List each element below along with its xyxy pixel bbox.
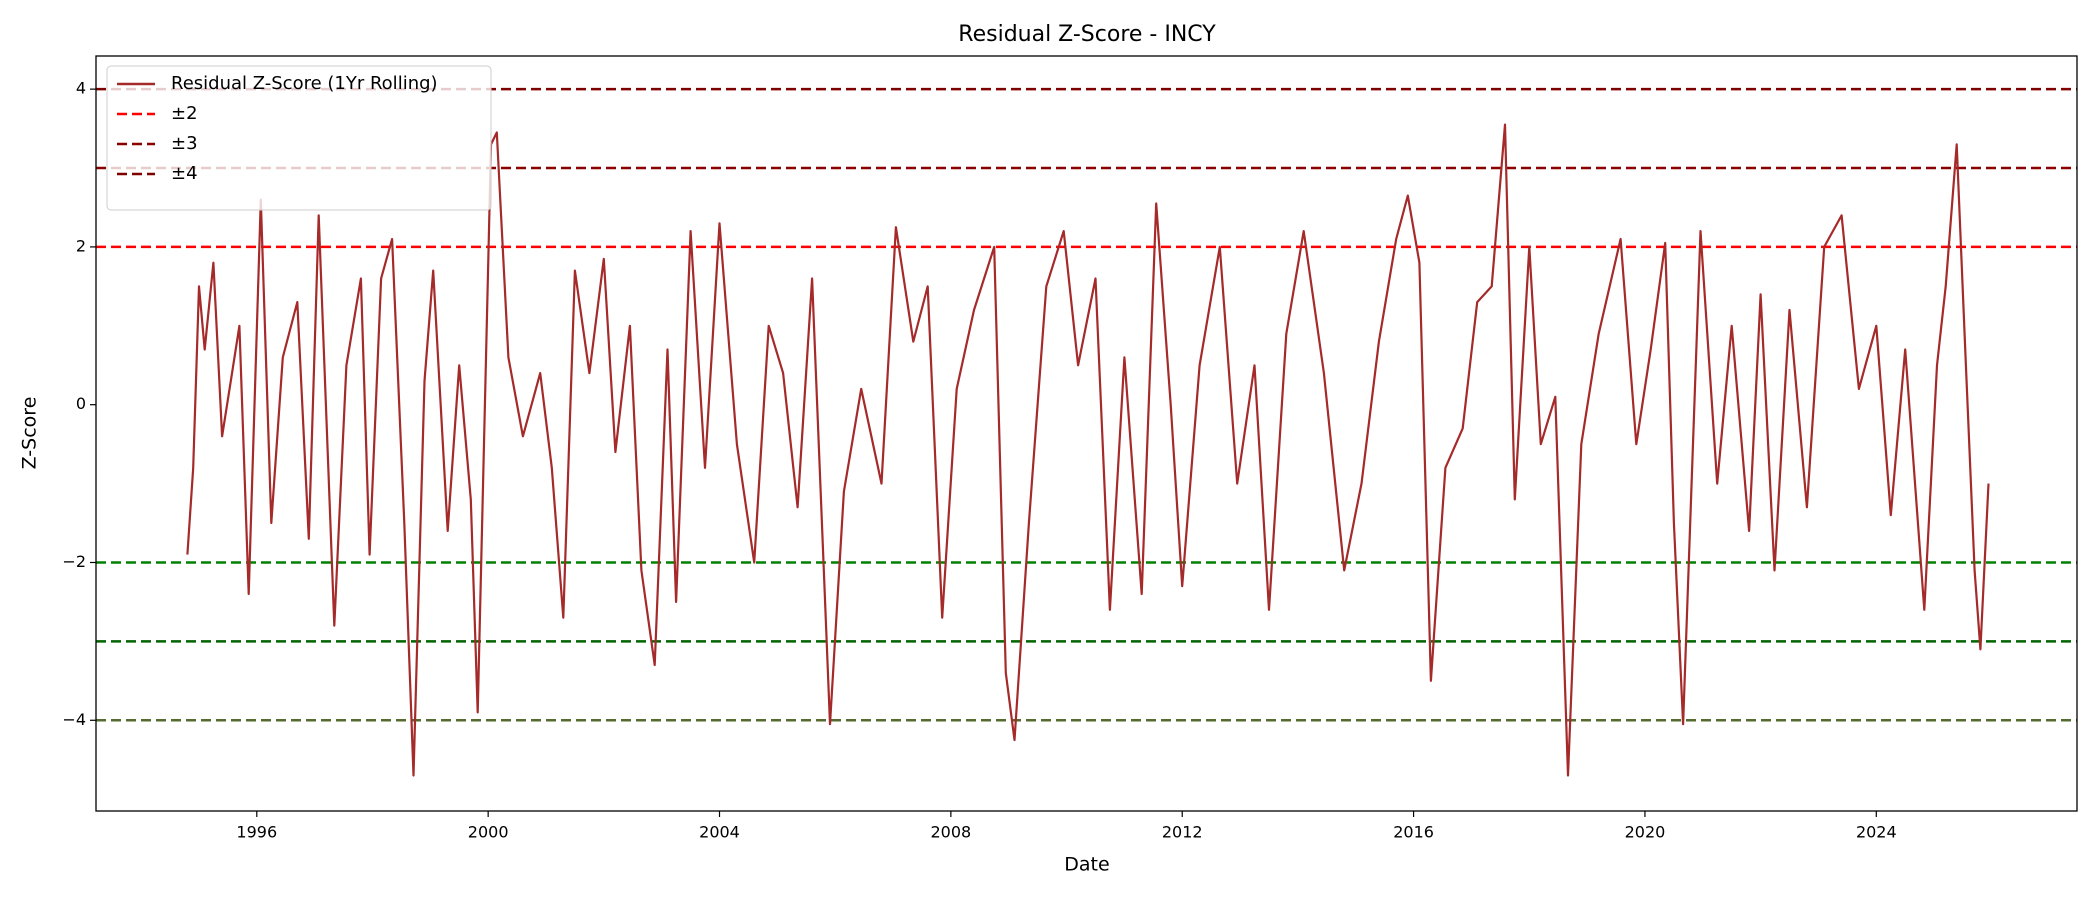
y-tick-label: 0 [76, 394, 86, 413]
legend-label: ±2 [171, 103, 198, 124]
y-axis-label: Z-Score [19, 397, 41, 470]
x-tick-label: 2008 [931, 823, 972, 842]
legend-box [106, 65, 492, 211]
y-tick-label: 2 [76, 236, 86, 255]
y-tick-label: −4 [62, 710, 86, 729]
x-tick-label: 2016 [1393, 823, 1434, 842]
plot-frame [95, 55, 2078, 812]
chart-title: Residual Z-Score - INCY [958, 22, 1216, 47]
x-tick-label: 2012 [1162, 823, 1203, 842]
x-tick-label: 2024 [1856, 823, 1897, 842]
x-tick-label: 2000 [468, 823, 509, 842]
x-axis-label: Date [1064, 854, 1109, 876]
y-tick-label: −2 [62, 552, 86, 571]
x-tick-label: 1996 [236, 823, 277, 842]
x-tick-label: 2004 [699, 823, 740, 842]
x-tick-label: 2020 [1625, 823, 1666, 842]
legend-label: Residual Z-Score (1Yr Rolling) [171, 73, 438, 94]
legend-label: ±4 [171, 163, 198, 184]
y-tick-label: 4 [76, 79, 86, 98]
data-line [186, 123, 1990, 777]
legend-label: ±3 [171, 133, 198, 154]
legend: Residual Z-Score (1Yr Rolling) ±2 ±3 ±4 [106, 65, 492, 211]
